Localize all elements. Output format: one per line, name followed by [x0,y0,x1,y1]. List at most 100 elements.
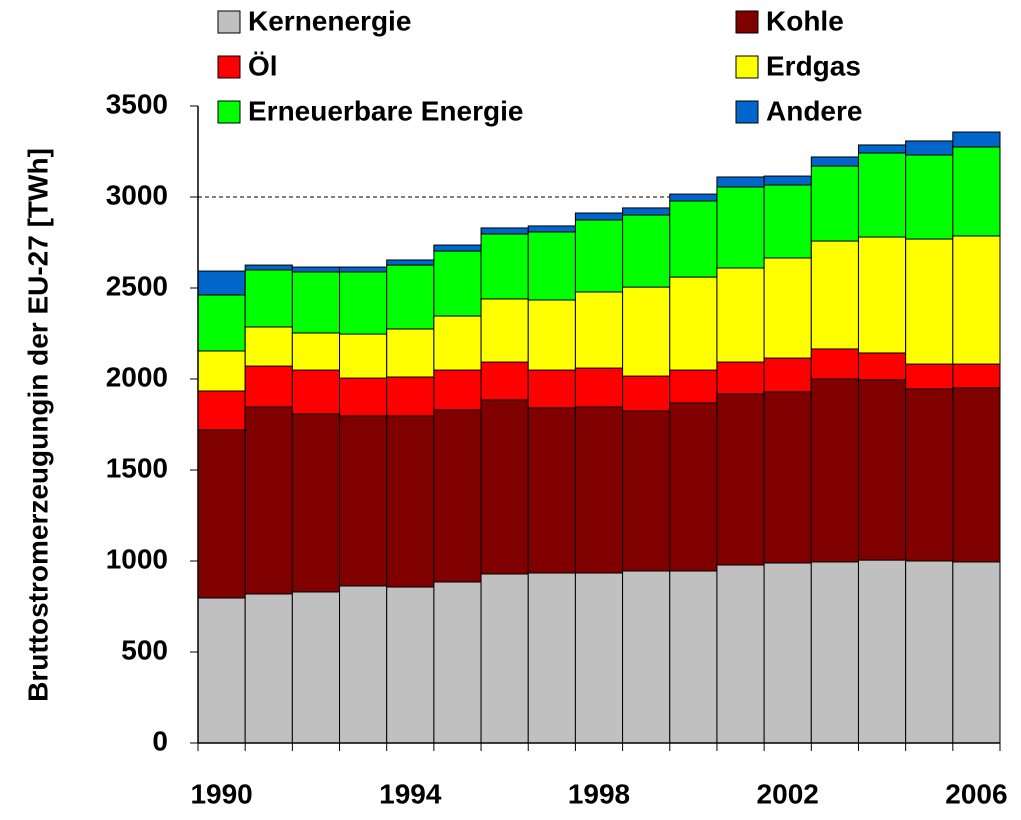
bar-segment [952,363,1001,389]
bar-segment [291,266,341,273]
bar-segment [857,352,907,381]
bar-segment [669,276,718,371]
bar-segment [527,572,576,744]
bar-segment [810,561,859,744]
bar-segment [433,315,482,371]
bar-segment [763,257,812,359]
bar-segment [386,259,435,266]
bar-segment [480,233,529,300]
bar-segment [810,156,859,167]
bar-segment [527,225,576,233]
bar-segment [952,131,1001,148]
legend-swatch [735,55,759,79]
bar-segment [669,402,718,572]
bar-segment [622,214,671,288]
bar-segment [291,413,341,593]
bar-segment [763,184,812,259]
bar-segment [197,597,246,744]
bar-segment [197,390,246,431]
bar-segment [716,267,765,363]
bar-segment [763,562,812,744]
bar-segment [244,269,293,328]
bar-segment [857,559,907,744]
y-tick-label: 3000 [106,179,168,210]
legend-swatch [217,55,241,79]
x-tick-label: 2006 [945,778,1007,809]
bar-segment [197,294,246,352]
y-tick-label: 0 [152,725,168,756]
bar-segment [339,333,388,379]
bar-segment [905,140,954,156]
bar-segment [244,365,293,408]
bar-segment [905,560,954,744]
bar-segment [952,235,1001,365]
bar-segment [622,375,671,412]
bar-segment [716,186,765,269]
y-tick-label: 1000 [106,543,168,574]
y-tick-label: 2500 [106,270,168,301]
bar-segment [716,176,765,188]
bar-segment [433,409,482,583]
bar-segment [433,581,482,744]
bar-segment [810,165,859,242]
bar-segment [291,369,341,415]
bar-segment [810,378,859,563]
bar-segment [574,291,624,369]
bar-segment [810,240,859,350]
bar-segment [574,212,624,221]
bar-segment [574,406,624,574]
bar-segment [763,175,812,186]
bar-segment [857,379,907,561]
legend-label: Erneuerbare Energie [248,95,523,126]
bar-segment [291,591,341,744]
bar-segment [669,193,718,202]
bar-segment [244,264,293,271]
bar-segment [669,200,718,278]
bar-segment [433,244,482,252]
bar-segment [952,146,1001,237]
bar-segment [339,585,388,744]
bar-segment [244,326,293,367]
y-tick-label: 2000 [106,361,168,392]
legend-label: Kohle [766,5,844,36]
legend-swatch [217,100,241,124]
legend-swatch [217,10,241,34]
bar-segment [433,250,482,317]
bar-segment [339,266,388,273]
bar-segment [527,299,576,371]
bar-segment [480,361,529,401]
bar-segment [527,407,576,574]
legend-label: Erdgas [766,50,861,81]
bar-segment [244,593,293,744]
legend-swatch [735,10,759,34]
legend-label: Kernenergie [248,5,411,36]
bar-segment [857,236,907,354]
bar-segment [480,227,529,235]
bar-segment [291,271,341,334]
bar-segment [716,393,765,566]
bar-segment [952,387,1001,563]
bar-segment [291,332,341,371]
bar-segment [339,377,388,417]
bar-segment [527,231,576,301]
bar-segment [574,572,624,744]
bar-segment [386,586,435,744]
bar-segment [339,415,388,587]
bar-segment [716,564,765,744]
y-tick-label: 500 [121,634,168,665]
bar-segment [574,367,624,408]
bar-segment [197,429,246,599]
bar-segment [669,369,718,404]
x-tick-label: 2002 [757,778,819,809]
bar-segment [480,399,529,575]
bar-segment [857,144,907,154]
bar-segment [480,298,529,363]
bar-segment [763,357,812,393]
y-axis-label: Bruttostromerzeugungin der EU-27 [TWh] [22,148,53,702]
bar-segment [905,363,954,390]
bar-segment [386,328,435,378]
legend-label: Öl [248,50,278,81]
bar-segment [622,570,671,744]
y-tick-label: 1500 [106,452,168,483]
bar-segment [244,406,293,595]
